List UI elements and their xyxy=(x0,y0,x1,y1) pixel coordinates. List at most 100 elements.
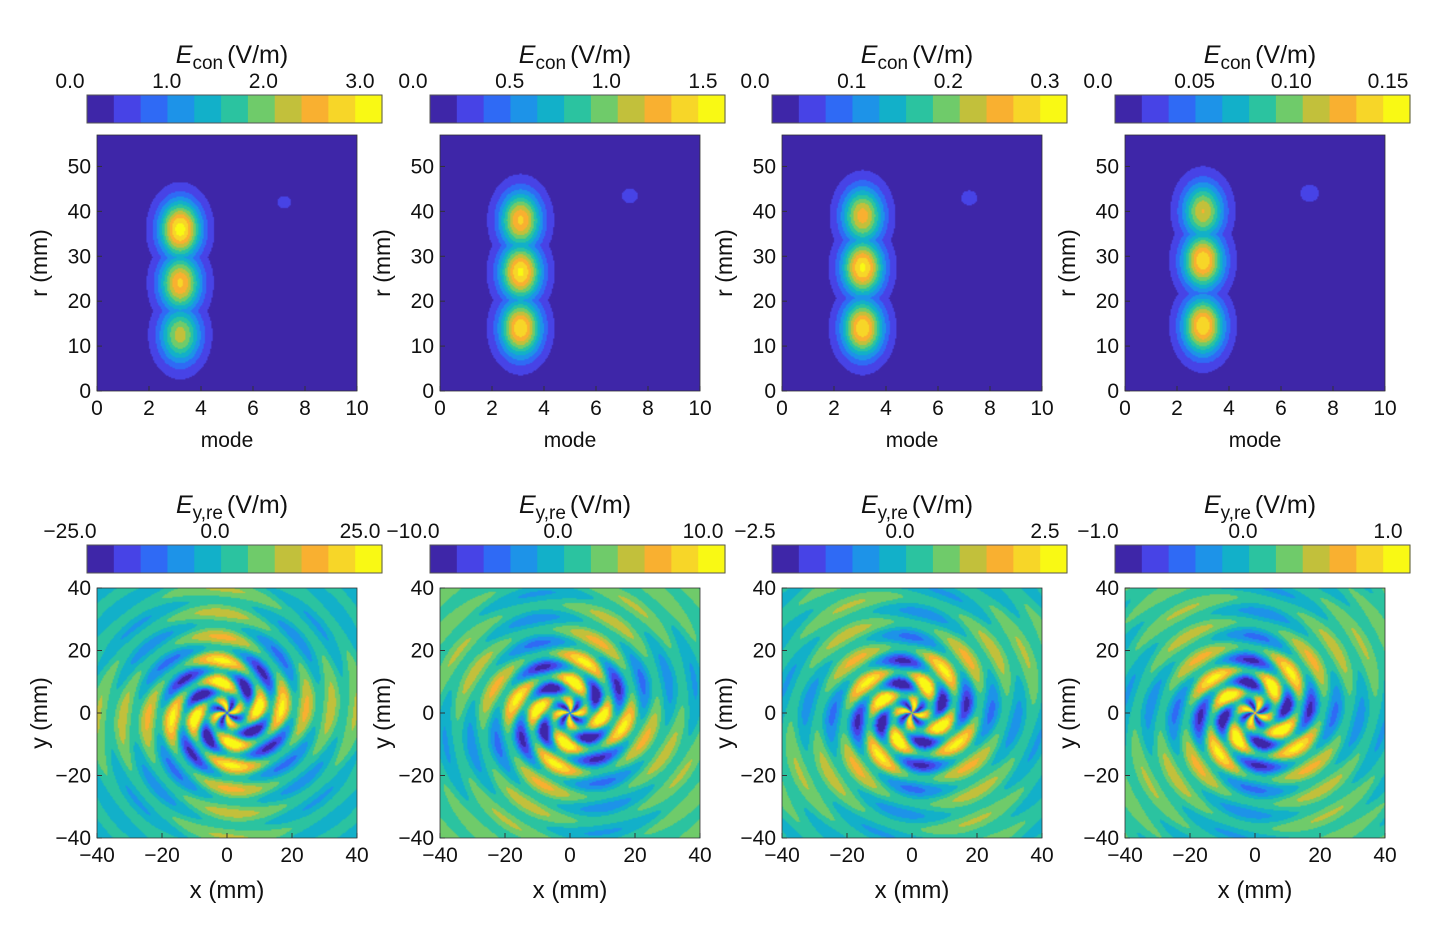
colorbar-tick-label: 25.0 xyxy=(340,520,381,543)
x-tick-label: −40 xyxy=(422,844,458,867)
y-tick-label: 40 xyxy=(1096,577,1119,600)
colorbar-tick-label: 1.5 xyxy=(688,70,717,93)
colorbar-swatch xyxy=(537,545,565,573)
colorbar-tick-label: 2.5 xyxy=(1030,520,1059,543)
heatmap-image xyxy=(97,588,357,838)
y-tick-label: −20 xyxy=(1083,765,1119,788)
axes-5: −40 −20 0 20 40 −40 −20 0 20 40 x (mm) y (mm) xyxy=(26,577,369,904)
y-tick-label: 40 xyxy=(753,577,776,600)
y-tick-label: 20 xyxy=(68,640,91,663)
colorbar-swatch xyxy=(1356,545,1384,573)
colorbar-swatch xyxy=(564,95,592,123)
colorbar-tick-label: 1.0 xyxy=(1373,520,1402,543)
colorbar-title-main: E xyxy=(176,491,193,519)
colorbar-frame xyxy=(86,94,383,124)
colorbar-swatch xyxy=(1383,545,1411,573)
colorbar-swatch xyxy=(671,545,699,573)
x-tick-label: −20 xyxy=(829,844,865,867)
colorbar-title-sub: y,re xyxy=(193,503,223,524)
colorbar-frame xyxy=(86,544,383,574)
colorbar-swatch xyxy=(986,545,1014,573)
x-tick-label: 8 xyxy=(642,397,654,420)
colorbar-title-sub: con xyxy=(1220,53,1251,74)
colorbar-swatch xyxy=(959,95,988,123)
colorbar-tick-label: 0.3 xyxy=(1030,70,1059,93)
colorbar-tick-label: 0.0 xyxy=(1228,520,1257,543)
colorbar-frame xyxy=(429,544,726,574)
colorbar-title-unit: (V/m) xyxy=(1255,491,1316,519)
colorbar-swatch xyxy=(617,545,646,573)
heatmap-image xyxy=(782,588,1042,838)
y-tick-label: 10 xyxy=(753,335,776,358)
colorbar-tick-label: 0.1 xyxy=(837,70,866,93)
colorbar-tick-label: 0.0 xyxy=(543,520,572,543)
heatmap-image xyxy=(97,135,357,391)
x-axis-label: mode xyxy=(544,429,597,452)
panel-7 xyxy=(781,587,1043,839)
colorbar-title-unit: (V/m) xyxy=(1255,41,1316,69)
colorbar-tick-label: 0.15 xyxy=(1368,70,1409,93)
x-axis-label: x (mm) xyxy=(1218,877,1293,904)
panel-5 xyxy=(96,587,358,839)
colorbar-swatch xyxy=(590,95,619,123)
axes-6: −40 −20 0 20 40 −40 −20 0 20 40 x (mm) y (mm) xyxy=(369,577,712,904)
colorbar-swatch xyxy=(698,545,726,573)
colorbar-swatch xyxy=(932,95,961,123)
colorbar-tick-label: 1.0 xyxy=(152,70,181,93)
x-tick-label: 2 xyxy=(486,397,498,420)
colorbar-swatch xyxy=(87,545,115,573)
panel-6 xyxy=(439,587,701,839)
y-tick-label: 30 xyxy=(68,245,91,268)
colorbar-title-sub: y,re xyxy=(536,503,566,524)
colorbar-swatch xyxy=(986,95,1014,123)
colorbar-tick-label: −25.0 xyxy=(43,520,96,543)
colorbar-swatch xyxy=(456,95,485,123)
panel-1 xyxy=(96,134,358,392)
colorbar-swatch xyxy=(1329,545,1357,573)
colorbar-swatch xyxy=(140,95,169,123)
colorbar-swatch xyxy=(87,95,115,123)
x-tick-label: 4 xyxy=(1223,397,1235,420)
y-axis-label: r (mm) xyxy=(26,229,52,297)
y-tick-label: 0 xyxy=(764,380,776,403)
x-tick-label: 0 xyxy=(91,397,103,420)
y-axis-label: y (mm) xyxy=(26,677,52,749)
x-tick-label: 8 xyxy=(984,397,996,420)
y-tick-label: 50 xyxy=(753,155,776,178)
y-tick-label: −40 xyxy=(740,827,776,850)
colorbar-swatch xyxy=(301,545,329,573)
y-tick-label: 20 xyxy=(411,290,434,313)
colorbar-tick-label: −10.0 xyxy=(386,520,439,543)
colorbar-swatch xyxy=(1115,95,1143,123)
colorbar-swatch xyxy=(906,95,934,123)
colorbar-title: Ey,re (V/m) xyxy=(1204,491,1316,524)
x-tick-label: 8 xyxy=(1327,397,1339,420)
colorbar-title-main: E xyxy=(1204,41,1221,69)
colorbar-title: Econ (V/m) xyxy=(176,41,288,74)
colorbar-title: Ey,re (V/m) xyxy=(176,491,288,524)
colorbar-title-main: E xyxy=(861,491,878,519)
y-tick-label: 40 xyxy=(753,200,776,223)
colorbar-swatch xyxy=(698,95,726,123)
axes-7: −40 −20 0 20 40 −40 −20 0 20 40 x (mm) y (mm) xyxy=(711,577,1054,904)
y-tick-label: 20 xyxy=(68,290,91,313)
colorbar-swatch xyxy=(247,545,276,573)
colorbar-7: −2.5 0.0 2.5 Ey,re (V/m) xyxy=(734,491,1068,574)
y-tick-label: 40 xyxy=(411,577,434,600)
x-tick-label: 40 xyxy=(345,844,368,867)
axes-4: 0 2 4 6 8 10 0 10 20 30 40 50 mode r (mm) xyxy=(1054,155,1397,452)
heatmap-image xyxy=(440,588,700,838)
colorbar-8: −1.0 0.0 1.0 Ey,re (V/m) xyxy=(1077,491,1411,574)
colorbar-title-unit: (V/m) xyxy=(912,41,973,69)
x-tick-label: 2 xyxy=(1171,397,1183,420)
colorbar-swatch xyxy=(247,95,276,123)
axes-1: 0 2 4 6 8 10 0 10 20 30 40 50 mode r (mm) xyxy=(26,155,369,452)
colorbar-swatch xyxy=(510,545,538,573)
heatmap-image xyxy=(440,135,700,391)
y-tick-label: 20 xyxy=(1096,290,1119,313)
colorbar-swatch xyxy=(1275,545,1304,573)
colorbar-frame xyxy=(429,94,726,124)
x-tick-label: 0 xyxy=(564,844,576,867)
colorbar-swatch xyxy=(194,95,222,123)
